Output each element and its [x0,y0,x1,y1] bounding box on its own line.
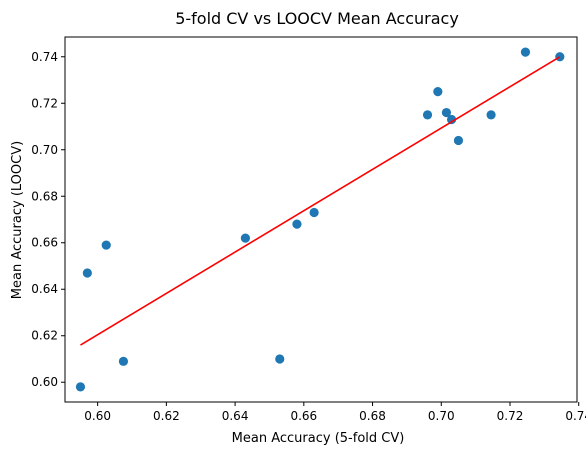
y-tick-label: 0.74 [31,50,58,64]
y-axis-label: Mean Accuracy (LOOCV) [10,141,25,299]
x-axis-label: Mean Accuracy (5-fold CV) [232,431,405,446]
plot-area [75,47,565,392]
scatter-point [422,110,433,120]
y-tick-label: 0.68 [31,189,58,203]
scatter-point [82,268,92,278]
y-tick-label: 0.60 [31,375,58,389]
scatter-point [118,356,129,366]
x-tick-label: 0.68 [359,409,386,423]
scatter-point [520,47,531,57]
y-tick-label: 0.70 [31,143,58,157]
x-tick-label: 0.60 [84,409,111,423]
scatter-point [309,207,319,218]
plot-frame [64,36,578,403]
scatter-point [441,107,452,118]
y-tick-label: 0.72 [31,96,58,110]
scatter-point [240,233,251,243]
x-tick-label: 0.72 [497,409,524,423]
scatter-point [292,219,302,229]
scatter-point [486,110,496,120]
x-tick-label: 0.64 [222,409,249,423]
scatter-point [555,52,565,62]
scatter-point [275,354,285,364]
chart-title: 5-fold CV vs LOOCV Mean Accuracy [175,9,459,28]
y-tick-label: 0.66 [31,236,58,250]
x-tick-label: 0.70 [428,409,455,423]
x-tick-label: 0.74 [565,409,586,423]
scatter-point [446,114,457,125]
y-axis: 0.60 0.62 0.64 0.66 0.68 0.70 0.72 0.74 [31,50,65,389]
x-tick-label: 0.66 [290,409,317,423]
scatter-point [75,382,86,392]
x-axis: 0.60 0.62 0.64 0.66 0.68 0.70 0.72 0.74 [84,402,586,423]
scatter-point [101,240,111,250]
y-tick-label: 0.62 [31,329,58,343]
x-tick-label: 0.62 [153,409,180,423]
y-tick-label: 0.64 [31,282,58,296]
scatter-point [433,87,443,97]
regression-line [80,56,561,346]
scatter-point [453,135,464,146]
